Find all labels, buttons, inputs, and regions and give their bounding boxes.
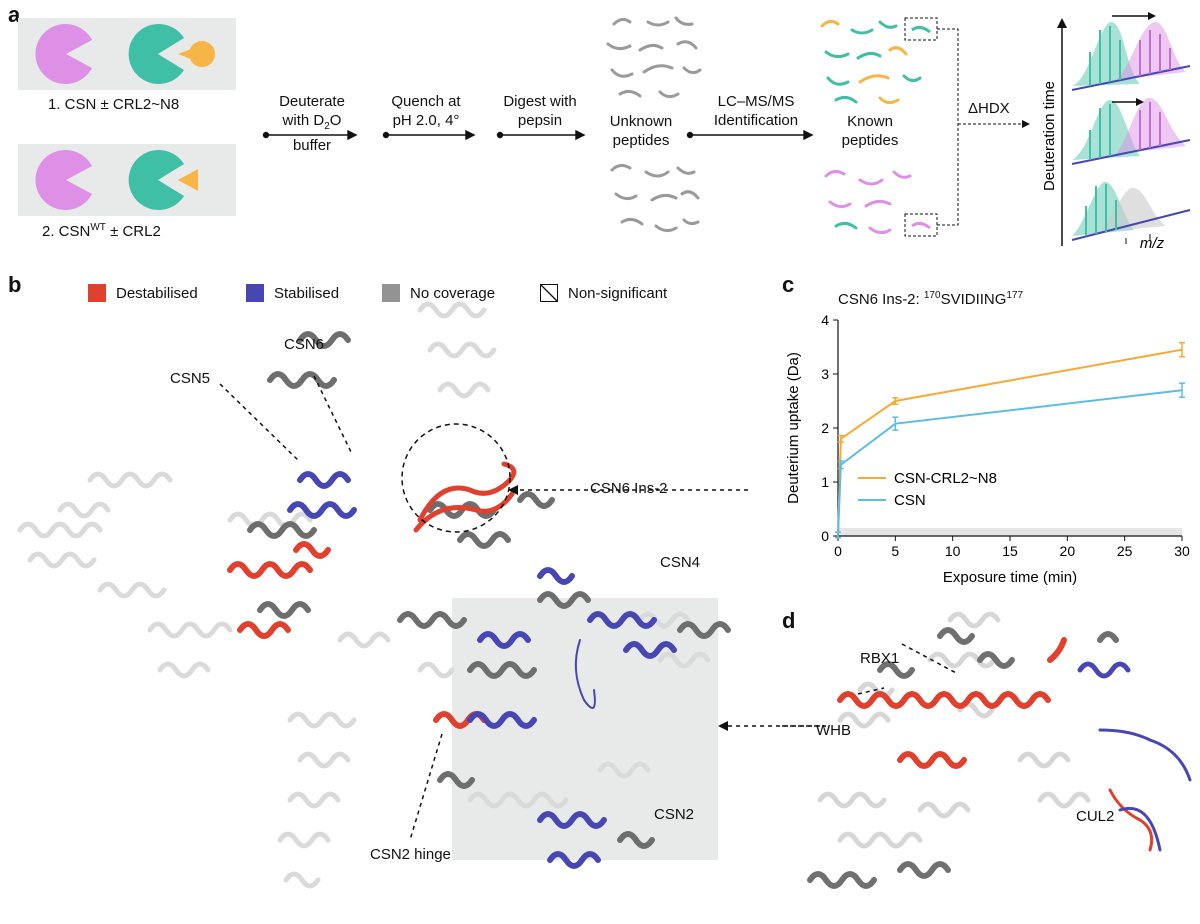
legend-stabilised: Stabilised — [246, 284, 339, 302]
non-significant-regions — [17, 301, 711, 889]
mass-spectra-plot — [1057, 12, 1191, 246]
unknown-peptides — [606, 16, 702, 233]
panel-d-to-b-arrow — [718, 721, 824, 731]
x-tick-label: 20 — [1060, 543, 1076, 559]
x-tick-label: 30 — [1174, 543, 1190, 559]
stabilised-regions — [1077, 661, 1192, 852]
destabilised-regions — [837, 637, 1154, 852]
step-deuterate: Deuterate with D2O buffer — [279, 93, 345, 154]
y-tick-label: 0 — [821, 528, 829, 544]
step-digest: Digest with pepsin — [503, 93, 577, 129]
y-axis-label: Deuterium uptake (Da) — [785, 352, 802, 504]
label-csn2: CSN2 — [654, 806, 695, 823]
x-tick-label: 5 — [891, 543, 899, 559]
label-cul2: CUL2 — [1076, 808, 1115, 825]
panel-a-schematic: Deuteration time m/z — [35, 12, 1191, 252]
condition-1-label: 1. CSN ± CRL2~N8 — [48, 96, 180, 113]
y-tick-label: 2 — [821, 420, 829, 436]
csn-pacman-icon — [35, 150, 92, 211]
non-significant-regions — [817, 611, 1091, 849]
x-tick-label: 0 — [834, 543, 842, 559]
spectra-x-label: m/z — [1140, 235, 1165, 252]
csn-pacman-icon — [128, 150, 184, 211]
callout-lines — [219, 375, 748, 841]
panel-letter-b: b — [8, 272, 22, 297]
series-line — [837, 348, 1183, 535]
x-axis-band — [838, 528, 1182, 536]
workflow-arrows — [262, 129, 814, 141]
y-tick-label: 3 — [821, 366, 829, 382]
label-csn4: CSN4 — [660, 554, 701, 571]
known-peptides — [820, 19, 922, 235]
delta-hdx-label: ΔHDX — [968, 100, 1010, 117]
label-csn5: CSN5 — [170, 370, 211, 387]
cul2-structure-cartoon — [780, 611, 1192, 889]
step-quench: Quench at pH 2.0, 4° — [391, 93, 461, 129]
condition-2-label: 2. CSNWT ± CRL2 — [42, 222, 161, 240]
y-tick-label: 1 — [821, 474, 829, 490]
no-coverage-regions — [247, 331, 731, 849]
legend-non-significant: Non-significant — [540, 284, 667, 302]
csn-structure-cartoon — [17, 301, 748, 889]
panel-letter-d: d — [782, 608, 796, 633]
legend-entry: CSN-CRL2~N8 — [894, 470, 997, 487]
label-csn6-ins2-text: CSN6 Ins-2 — [590, 480, 668, 497]
csn-pacman-icon — [128, 24, 184, 84]
panel-letter-a: a — [8, 2, 21, 27]
legend-destabilised: Destabilised — [88, 284, 198, 302]
crl2-substrate-icon — [178, 169, 198, 191]
csn-pacman-icon — [35, 24, 92, 85]
spectra-y-label: Deuteration time — [1041, 81, 1058, 191]
x-tick-label: 15 — [1002, 543, 1018, 559]
uptake-chart: 0 5 10 15 20 25 30 0 1 2 3 4 Exposure time (min) De… — [785, 312, 1190, 586]
x-axis-label: Exposure time (min) — [943, 569, 1077, 586]
unknown-peptides-label: Unknown peptides — [609, 113, 673, 149]
label-csn2-hinge: CSN2 hinge — [370, 846, 451, 863]
x-tick-label: 25 — [1117, 543, 1133, 559]
no-coverage-regions — [807, 627, 1119, 889]
series-line — [837, 389, 1183, 535]
legend-no-coverage: No coverage — [382, 284, 495, 302]
y-tick-label: 4 — [821, 312, 829, 328]
known-peptides-label: Known peptides — [841, 113, 899, 149]
panel-letter-c: c — [782, 272, 795, 297]
label-csn6: CSN6 — [284, 336, 325, 353]
step-lcms: LC–MS/MS Identification — [713, 93, 799, 129]
stabilised-regions — [287, 471, 677, 869]
label-whb: WHB — [816, 722, 851, 739]
chart-title: CSN6 Ins-2: 170SVIDIING177 — [838, 290, 1024, 308]
x-tick-label: 10 — [945, 543, 961, 559]
label-rbx1: RBX1 — [860, 650, 900, 667]
csn6-ins2-circle — [401, 423, 511, 533]
legend-entry: CSN — [894, 492, 926, 509]
